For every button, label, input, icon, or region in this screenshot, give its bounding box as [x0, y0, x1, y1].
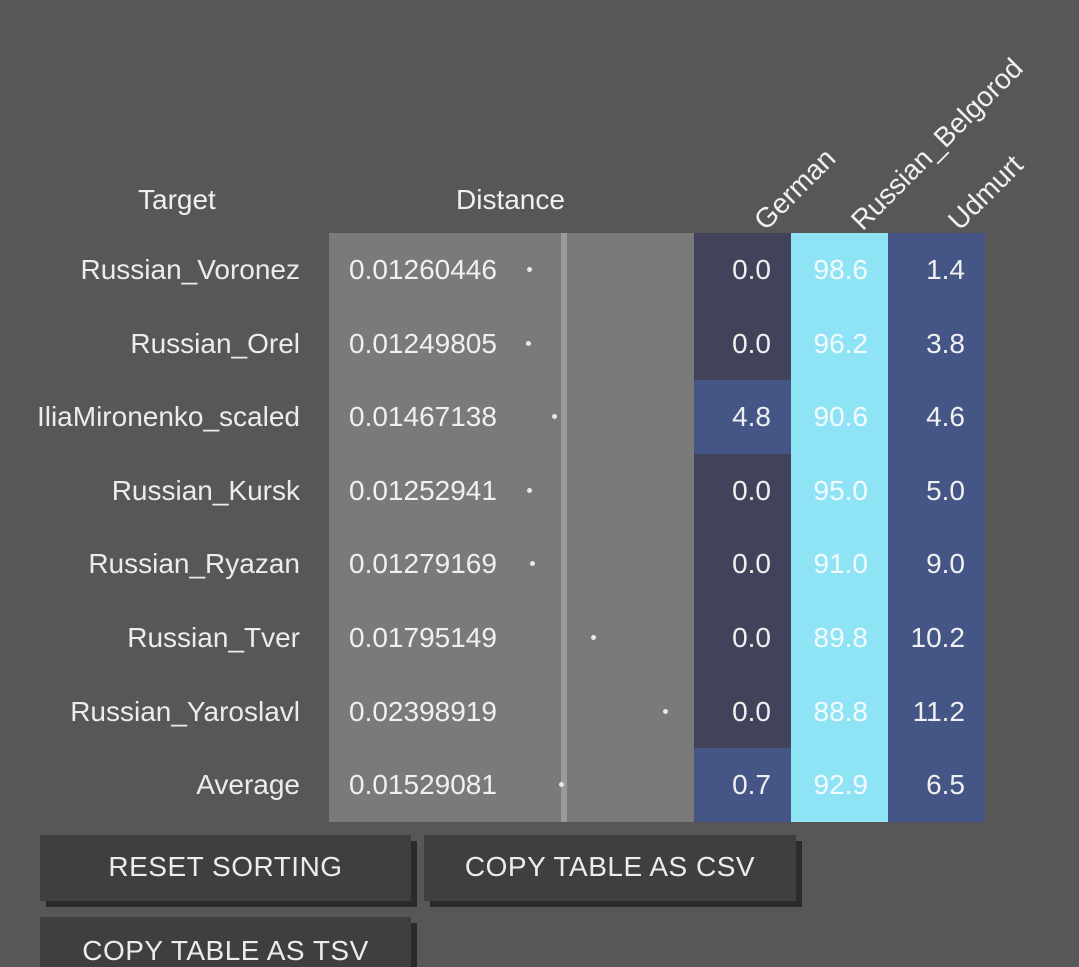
cell-udmurt: 11.2 — [888, 675, 985, 749]
cell-german: 0.0 — [694, 454, 791, 528]
table-row: IliaMironenko_scaled 0.01467138 4.8 90.6 4.6 — [0, 380, 1079, 454]
distance-value: 0.01252941 — [349, 475, 497, 506]
distance-dot — [527, 267, 532, 272]
table-row: Average 0.01529081 0.7 92.9 6.5 — [0, 748, 1079, 822]
cell-german: 0.7 — [694, 748, 791, 822]
cell-udmurt: 6.5 — [888, 748, 985, 822]
cell-russian-belgorod: 89.8 — [791, 601, 888, 675]
table-row: Russian_Ryazan 0.01279169 0.0 91.0 9.0 — [0, 527, 1079, 601]
cell-udmurt: 1.4 — [888, 233, 985, 307]
column-header-german[interactable]: German — [748, 142, 842, 236]
copy-csv-button[interactable]: COPY TABLE AS CSV — [424, 835, 796, 901]
column-header-target[interactable]: Target — [138, 184, 216, 215]
copy-tsv-button[interactable]: COPY TABLE AS TSV — [40, 917, 411, 967]
distance-bar-panel — [329, 233, 694, 822]
cell-russian-belgorod: 88.8 — [791, 675, 888, 749]
distance-value: 0.01467138 — [349, 401, 497, 432]
column-header-russian-belgorod[interactable]: Russian_Belgorod — [845, 52, 1029, 236]
distance-dot — [559, 782, 564, 787]
average-distance-line — [561, 233, 567, 822]
cell-udmurt: 4.6 — [888, 380, 985, 454]
distance-dot — [663, 709, 668, 714]
target-label: Russian_Ryazan — [88, 548, 300, 579]
distance-value: 0.01795149 — [349, 622, 497, 653]
distance-value: 0.01279169 — [349, 548, 497, 579]
target-label: Average — [196, 769, 300, 800]
cell-russian-belgorod: 98.6 — [791, 233, 888, 307]
distance-dot — [526, 341, 531, 346]
table-row: Russian_Kursk 0.01252941 0.0 95.0 5.0 — [0, 454, 1079, 528]
target-label: Russian_Kursk — [111, 475, 300, 506]
cell-russian-belgorod: 95.0 — [791, 454, 888, 528]
cell-german: 0.0 — [694, 601, 791, 675]
target-label: Russian_Yaroslavl — [70, 696, 300, 727]
target-label: IliaMironenko_scaled — [36, 401, 300, 432]
reset-sorting-button[interactable]: RESET SORTING — [40, 835, 411, 901]
distance-dot — [527, 488, 532, 493]
cell-russian-belgorod: 96.2 — [791, 307, 888, 381]
cell-german: 0.0 — [694, 675, 791, 749]
target-label: Russian_Voronez — [80, 254, 300, 285]
cell-german: 0.0 — [694, 233, 791, 307]
cell-german: 0.0 — [694, 307, 791, 381]
cell-german: 4.8 — [694, 380, 791, 454]
target-label: Russian_Tver — [127, 622, 300, 653]
distance-dot — [591, 635, 596, 640]
distance-value: 0.02398919 — [349, 696, 497, 727]
table-row: Russian_Voronez 0.01260446 0.0 98.6 1.4 — [0, 233, 1079, 307]
column-header-udmurt[interactable]: Udmurt — [942, 149, 1029, 236]
cell-german: 0.0 — [694, 527, 791, 601]
distance-value: 0.01260446 — [349, 254, 497, 285]
cell-udmurt: 10.2 — [888, 601, 985, 675]
table-row: Russian_Tver 0.01795149 0.0 89.8 10.2 — [0, 601, 1079, 675]
cell-udmurt: 3.8 — [888, 307, 985, 381]
cell-udmurt: 9.0 — [888, 527, 985, 601]
distance-value: 0.01529081 — [349, 769, 497, 800]
distance-dot — [552, 414, 557, 419]
distance-value: 0.01249805 — [349, 328, 497, 359]
table-row: Russian_Yaroslavl 0.02398919 0.0 88.8 11.2 — [0, 675, 1079, 749]
cell-russian-belgorod: 91.0 — [791, 527, 888, 601]
cell-udmurt: 5.0 — [888, 454, 985, 528]
cell-russian-belgorod: 92.9 — [791, 748, 888, 822]
column-header-distance[interactable]: Distance — [456, 184, 565, 215]
distance-dot — [530, 561, 535, 566]
cell-russian-belgorod: 90.6 — [791, 380, 888, 454]
target-label: Russian_Orel — [130, 328, 300, 359]
table-row: Russian_Orel 0.01249805 0.0 96.2 3.8 — [0, 307, 1079, 381]
